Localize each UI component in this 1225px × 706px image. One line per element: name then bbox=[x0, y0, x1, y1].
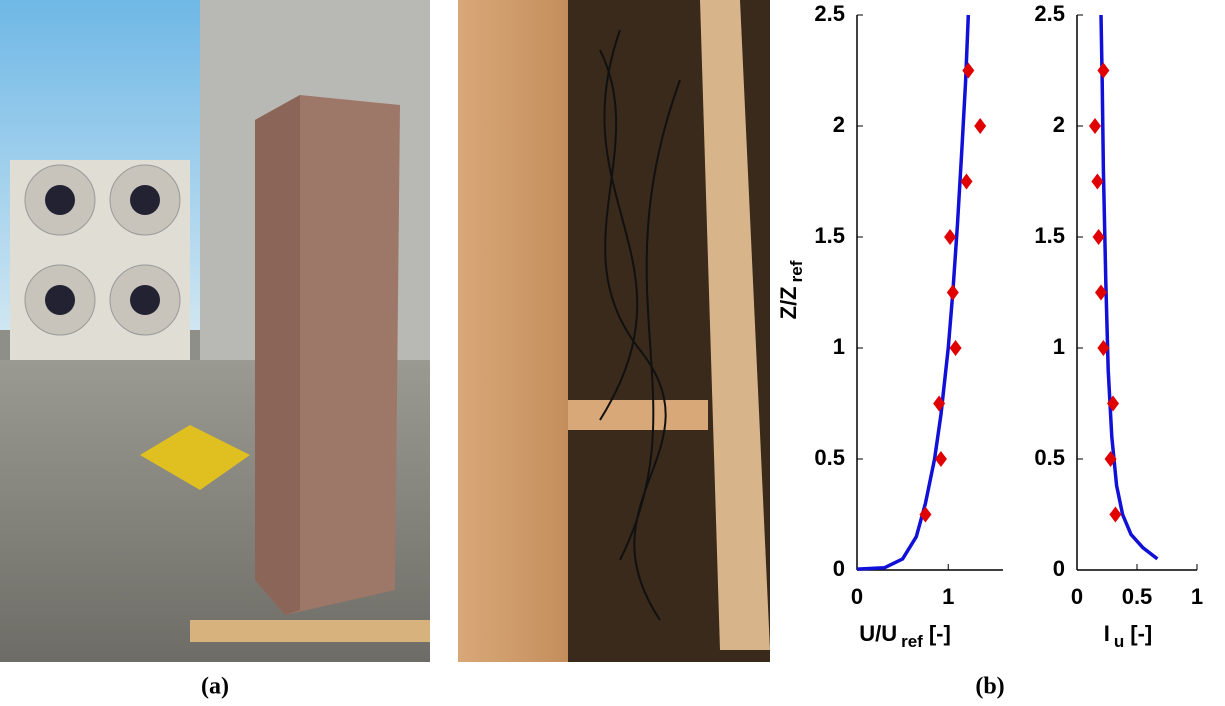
data-point bbox=[919, 506, 932, 523]
photo-interior bbox=[458, 0, 770, 662]
label-part: [-] bbox=[929, 621, 951, 646]
data-point bbox=[934, 451, 947, 467]
y-tick-label: 2.5 bbox=[814, 1, 845, 26]
data-point bbox=[1089, 118, 1101, 134]
x-tick-label: 0.5 bbox=[1122, 584, 1153, 609]
label-part: u bbox=[1114, 632, 1124, 651]
data-point bbox=[1095, 284, 1107, 301]
axis-label: U/U ref [-] bbox=[859, 621, 951, 652]
y-tick-label: 2.5 bbox=[1034, 1, 1065, 26]
data-point bbox=[944, 229, 957, 245]
label-part: I bbox=[1104, 621, 1110, 646]
axis-label: Z/Z ref bbox=[776, 260, 807, 319]
data-point bbox=[1092, 229, 1105, 245]
data-point bbox=[1097, 62, 1110, 79]
x-tick-label: 1 bbox=[1191, 584, 1203, 609]
photo-a bbox=[0, 0, 430, 662]
y-tick-label: 1 bbox=[1053, 334, 1065, 359]
label-part: Z/Z bbox=[776, 286, 801, 319]
x-tick-label: 1 bbox=[942, 584, 954, 609]
data-point bbox=[949, 340, 962, 356]
y-tick-label: 0.5 bbox=[814, 445, 845, 470]
y-tick-label: 1.5 bbox=[814, 223, 845, 248]
y-tick-label: 1 bbox=[833, 334, 845, 359]
data-point bbox=[1107, 395, 1119, 412]
y-tick-label: 1.5 bbox=[1034, 223, 1065, 248]
label-part: [-] bbox=[1130, 621, 1152, 646]
data-point bbox=[933, 395, 946, 412]
caption: (a) bbox=[201, 674, 229, 700]
y-tick-label: 0 bbox=[1053, 556, 1065, 581]
caption: (b) bbox=[975, 674, 1004, 700]
data-point bbox=[1097, 340, 1110, 356]
label-part: U/U bbox=[859, 621, 897, 646]
profile-line bbox=[856, 14, 971, 571]
data-point bbox=[962, 62, 975, 79]
data-point bbox=[974, 118, 987, 134]
data-point bbox=[1109, 506, 1122, 523]
label-part: ref bbox=[787, 260, 806, 282]
y-tick-label: 0 bbox=[833, 556, 845, 581]
data-point bbox=[960, 173, 973, 190]
x-tick-label: 0 bbox=[851, 584, 863, 609]
data-point bbox=[946, 284, 959, 301]
y-tick-label: 0.5 bbox=[1034, 445, 1065, 470]
x-tick-label: 0 bbox=[1071, 584, 1083, 609]
label-part: ref bbox=[901, 632, 923, 651]
y-tick-label: 2 bbox=[1053, 112, 1065, 137]
data-point bbox=[1091, 173, 1104, 190]
y-tick-label: 2 bbox=[833, 112, 845, 137]
profile-line bbox=[1099, 14, 1159, 561]
data-point bbox=[1104, 451, 1117, 467]
